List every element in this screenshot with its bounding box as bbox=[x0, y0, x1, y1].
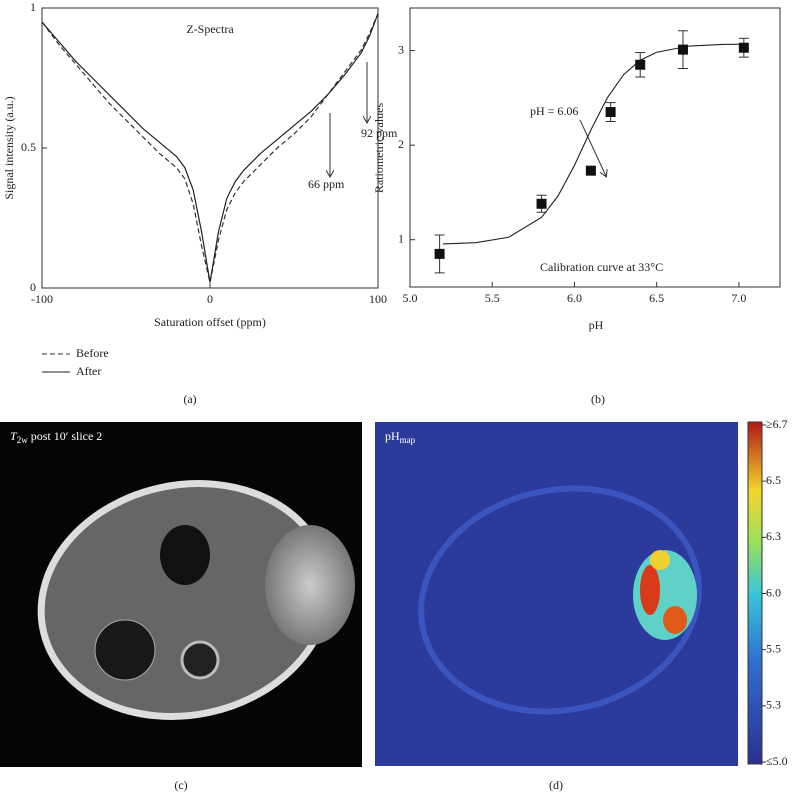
y-tick-label: 1 bbox=[398, 231, 404, 245]
hot-spot bbox=[663, 606, 687, 634]
y-axis-label: Signal intensity (a.u.) bbox=[2, 96, 16, 199]
legend-label: Before bbox=[76, 346, 109, 360]
y-tick-label: 0.5 bbox=[21, 140, 36, 154]
image-label: T2w post 10′ slice 2 bbox=[10, 429, 102, 445]
colorbar bbox=[747, 421, 763, 765]
point bbox=[585, 165, 596, 176]
fit-curve bbox=[442, 43, 748, 245]
hot-spot bbox=[640, 565, 660, 615]
tumor bbox=[265, 525, 355, 645]
image-label: pHmap bbox=[385, 429, 416, 445]
colorbar-label: ≤5.0 bbox=[766, 754, 788, 768]
x-tick-label: 100 bbox=[369, 292, 387, 306]
y-tick-label: 3 bbox=[398, 42, 404, 56]
annotation: 92 ppm bbox=[361, 126, 398, 140]
x-tick-label: -100 bbox=[31, 292, 53, 306]
colorbar-label: 6.3 bbox=[766, 529, 781, 543]
x-tick-label: 6.0 bbox=[567, 291, 582, 305]
point bbox=[635, 59, 646, 70]
colorbar-label: ≥6.7 bbox=[766, 417, 788, 431]
annotation: 66 ppm bbox=[308, 177, 345, 191]
point bbox=[738, 42, 749, 53]
panel-label: (d) bbox=[549, 778, 563, 792]
plot-frame bbox=[409, 7, 781, 288]
annotation: Calibration curve at 33°C bbox=[540, 260, 663, 274]
y-tick-label: 1 bbox=[30, 0, 36, 14]
panel-label: (a) bbox=[183, 392, 196, 406]
legend-label: After bbox=[76, 364, 101, 378]
label-part: pH bbox=[385, 429, 400, 443]
organ bbox=[94, 619, 156, 681]
x-tick-label: 0 bbox=[207, 292, 213, 306]
colorbar-label: 6.5 bbox=[766, 473, 781, 487]
point bbox=[536, 198, 547, 209]
panel-label: (c) bbox=[174, 778, 187, 792]
point bbox=[677, 44, 688, 55]
arrow bbox=[579, 119, 606, 176]
y-axis-label: Ratiometric values bbox=[372, 103, 386, 194]
point bbox=[434, 248, 445, 259]
x-tick-label: 5.5 bbox=[485, 291, 500, 305]
plot-frame bbox=[41, 7, 379, 289]
x-tick-label: 7.0 bbox=[731, 291, 746, 305]
colorbar-label: 5.5 bbox=[766, 641, 781, 655]
chart-title: Z-Spectra bbox=[186, 22, 234, 36]
x-tick-label: 5.0 bbox=[403, 291, 418, 305]
annotation: pH = 6.06 bbox=[530, 104, 578, 118]
x-axis-label: Saturation offset (ppm) bbox=[154, 315, 266, 329]
series-line bbox=[41, 13, 379, 283]
label-part: post 10′ slice 2 bbox=[28, 429, 103, 443]
series-line bbox=[41, 13, 379, 283]
y-tick-label: 0 bbox=[30, 280, 36, 294]
point bbox=[605, 107, 616, 118]
body-outline bbox=[418, 485, 702, 715]
organ bbox=[180, 640, 220, 680]
label-part: map bbox=[400, 435, 416, 445]
label-part: T bbox=[10, 429, 18, 443]
panel-label: (b) bbox=[591, 392, 605, 406]
hot-spot bbox=[650, 550, 670, 570]
label-part: 2w bbox=[17, 435, 29, 445]
y-tick-label: 2 bbox=[398, 137, 404, 151]
x-axis-label: pH bbox=[589, 318, 604, 332]
x-tick-label: 6.5 bbox=[649, 291, 664, 305]
colorbar-label: 5.3 bbox=[766, 698, 781, 712]
organ bbox=[160, 525, 210, 585]
colorbar-label: 6.0 bbox=[766, 585, 781, 599]
